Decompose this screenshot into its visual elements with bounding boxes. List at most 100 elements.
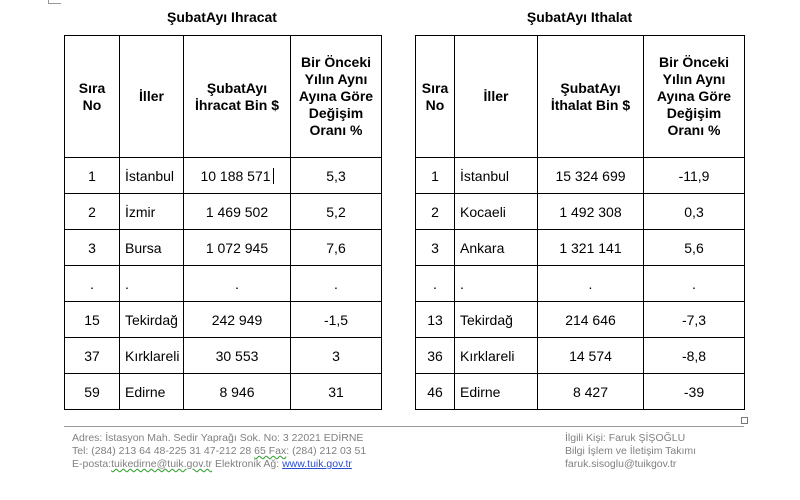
rank-cell: 46 bbox=[415, 373, 455, 410]
import-table-title: ŞubatAyı Ithalat bbox=[526, 9, 633, 25]
change-cell: 31 bbox=[290, 373, 382, 410]
change-cell: 7,6 bbox=[290, 229, 382, 266]
change-cell: 3 bbox=[290, 337, 382, 374]
rank-cell: 2 bbox=[64, 193, 120, 230]
footer-web-link[interactable]: www.tuik.gov.tr bbox=[282, 458, 352, 470]
export-header-rank: Sıra No bbox=[64, 35, 120, 158]
value-cell: 1 469 502 bbox=[183, 193, 291, 230]
rank-cell: 3 bbox=[64, 229, 120, 266]
footer-address: Adres: İstasyon Mah. Sedir Yaprağı Sok. … bbox=[72, 432, 364, 444]
rank-cell: 15 bbox=[64, 301, 120, 338]
table-row: 1 İstanbul 10 188 571 5,3 bbox=[64, 157, 382, 194]
table-row: 2 İzmir 1 469 502 5,2 bbox=[64, 193, 382, 230]
footer-web-label: Elektronik Ağ: bbox=[212, 458, 283, 470]
footer-phone: Tel: (284) 213 64 48-225 31 47-212 28 65… bbox=[72, 445, 366, 458]
city-cell: Bursa bbox=[119, 229, 184, 266]
city-cell: Kocaeli bbox=[454, 193, 538, 230]
city-cell: Tekirdağ bbox=[454, 301, 538, 338]
table-row: 37 Kırklareli 30 553 3 bbox=[64, 337, 382, 374]
table-row: 46 Edirne 8 427 -39 bbox=[415, 373, 745, 410]
footer-email-link[interactable]: tuikedirne@tuik.gov.tr bbox=[111, 458, 213, 470]
table-row: . . . . bbox=[415, 265, 745, 302]
change-cell: 5,3 bbox=[290, 157, 382, 194]
footer-contact-line: E-posta:tuikedirne@tuik.gov.tr Elektroni… bbox=[72, 458, 366, 471]
import-table: Sıra No İller ŞubatAyı İthalat Bin $ Bir… bbox=[415, 35, 745, 410]
page-corner-mark bbox=[48, 0, 61, 4]
footer-email-label: E-posta: bbox=[72, 458, 112, 470]
city-cell: İstanbul bbox=[454, 157, 538, 194]
footer-contact-email: faruk.sisoglu@tuikgov.tr bbox=[565, 458, 677, 470]
value-cell: . bbox=[537, 265, 644, 302]
city-cell: Edirne bbox=[119, 373, 184, 410]
value-cell: 1 492 308 bbox=[537, 193, 644, 230]
change-cell: 0,3 bbox=[643, 193, 745, 230]
footer-contact-person: İlgili Kişi: Faruk ŞİŞOĞLU bbox=[565, 432, 686, 444]
table-row: 3 Bursa 1 072 945 7,6 bbox=[64, 229, 382, 266]
city-cell: İstanbul bbox=[119, 157, 184, 194]
table-row: 36 Kırklareli 14 574 -8,8 bbox=[415, 337, 745, 374]
change-cell: 5,6 bbox=[643, 229, 745, 266]
city-cell: Kırklareli bbox=[119, 337, 184, 374]
change-cell: -1,5 bbox=[290, 301, 382, 338]
value-text: 10 188 571 bbox=[200, 167, 271, 184]
value-cell: 242 949 bbox=[183, 301, 291, 338]
rank-cell: 13 bbox=[415, 301, 455, 338]
value-cell: 214 646 bbox=[537, 301, 644, 338]
import-table-header-row: Sıra No İller ŞubatAyı İthalat Bin $ Bir… bbox=[415, 35, 745, 158]
table-row: . . . . bbox=[64, 265, 382, 302]
import-header-change: Bir Önceki Yılın Aynı Ayına Göre Değişim… bbox=[643, 35, 745, 158]
export-header-city: İller bbox=[119, 35, 184, 158]
footer-address-block: Adres: İstasyon Mah. Sedir Yaprağı Sok. … bbox=[72, 432, 366, 471]
rank-cell: 59 bbox=[64, 373, 120, 410]
export-table: Sıra No İller ŞubatAyı İhracat Bin $ Bir… bbox=[64, 35, 382, 410]
export-table-title: ŞubatAyı Ihracat bbox=[167, 9, 277, 25]
export-table-header-row: Sıra No İller ŞubatAyı İhracat Bin $ Bir… bbox=[64, 35, 382, 158]
city-cell: İzmir bbox=[119, 193, 184, 230]
rank-cell: 1 bbox=[415, 157, 455, 194]
export-header-value: ŞubatAyı İhracat Bin $ bbox=[183, 35, 291, 158]
table-row: 13 Tekirdağ 214 646 -7,3 bbox=[415, 301, 745, 338]
city-cell: Ankara bbox=[454, 229, 538, 266]
city-cell: Kırklareli bbox=[454, 337, 538, 374]
change-cell: -39 bbox=[643, 373, 745, 410]
rank-cell: 1 bbox=[64, 157, 120, 194]
import-header-rank: Sıra No bbox=[415, 35, 455, 158]
footer-contact-block: İlgili Kişi: Faruk ŞİŞOĞLU Bilgi İşlem v… bbox=[565, 432, 696, 471]
rank-cell: 3 bbox=[415, 229, 455, 266]
city-cell: Tekirdağ bbox=[119, 301, 184, 338]
rank-cell: 37 bbox=[64, 337, 120, 374]
city-cell: . bbox=[454, 265, 538, 302]
footer-phone-part: Tel: (284) 213 64 48-225 31 47-212 28 bbox=[72, 445, 255, 457]
footer-divider bbox=[64, 426, 744, 427]
object-anchor-handle[interactable] bbox=[741, 417, 748, 424]
table-row: 1 İstanbul 15 324 699 -11,9 bbox=[415, 157, 745, 194]
change-cell: . bbox=[290, 265, 382, 302]
city-cell: . bbox=[119, 265, 184, 302]
value-cell: 1 321 141 bbox=[537, 229, 644, 266]
change-cell: -8,8 bbox=[643, 337, 745, 374]
change-cell: -11,9 bbox=[643, 157, 745, 194]
table-row: 2 Kocaeli 1 492 308 0,3 bbox=[415, 193, 745, 230]
text-cursor bbox=[272, 167, 274, 184]
value-cell: 8 427 bbox=[537, 373, 644, 410]
table-row: 3 Ankara 1 321 141 5,6 bbox=[415, 229, 745, 266]
change-cell: . bbox=[643, 265, 745, 302]
rank-cell: 36 bbox=[415, 337, 455, 374]
value-cell: 10 188 571 bbox=[183, 157, 291, 194]
value-cell: 14 574 bbox=[537, 337, 644, 374]
value-cell: 8 946 bbox=[183, 373, 291, 410]
rank-cell: . bbox=[415, 265, 455, 302]
table-row: 59 Edirne 8 946 31 bbox=[64, 373, 382, 410]
table-row: 15 Tekirdağ 242 949 -1,5 bbox=[64, 301, 382, 338]
value-cell: 15 324 699 bbox=[537, 157, 644, 194]
footer-fax: : (284) 212 03 51 bbox=[286, 445, 367, 457]
change-cell: -7,3 bbox=[643, 301, 745, 338]
import-header-value: ŞubatAyı İthalat Bin $ bbox=[537, 35, 644, 158]
export-header-change: Bir Önceki Yılın Aynı Ayına Göre Değişim… bbox=[290, 35, 382, 158]
import-header-city: İller bbox=[454, 35, 538, 158]
city-cell: Edirne bbox=[454, 373, 538, 410]
footer-department: Bilgi İşlem ve İletişim Takımı bbox=[565, 445, 697, 457]
footer-phone-spellcheck: 65 Fax bbox=[254, 445, 287, 457]
rank-cell: . bbox=[64, 265, 120, 302]
rank-cell: 2 bbox=[415, 193, 455, 230]
